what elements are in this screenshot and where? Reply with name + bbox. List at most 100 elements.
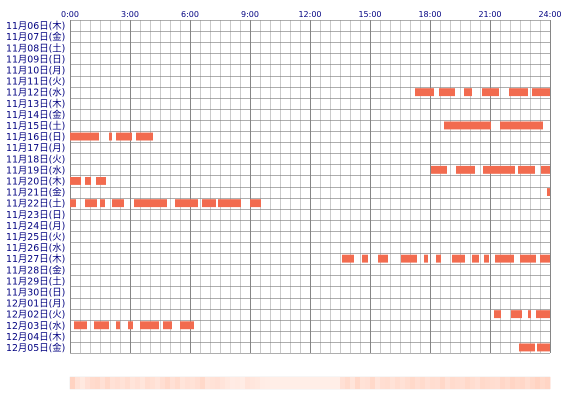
heatmap-cell <box>295 377 301 389</box>
heatmap-cell <box>100 377 106 389</box>
heatmap-cell <box>105 377 111 389</box>
activity-bar <box>85 177 91 185</box>
heatmap-cell <box>540 377 546 389</box>
activity-bars <box>70 88 550 352</box>
date-label: 11月08日(土) <box>6 42 65 54</box>
heatmap-cell <box>300 377 306 389</box>
activity-bar <box>482 88 499 97</box>
heatmap-cell <box>305 377 311 389</box>
date-label: 12月04日(木) <box>6 331 65 343</box>
heatmap-cell <box>240 377 246 389</box>
heatmap-cell <box>445 377 451 389</box>
heatmap-cell <box>110 377 116 389</box>
heatmap-cell <box>505 377 511 389</box>
heatmap-cell <box>205 377 211 389</box>
heatmap-cell <box>495 377 501 389</box>
heatmap-cell <box>260 377 266 389</box>
activity-bar <box>109 132 112 141</box>
activity-bar <box>518 165 535 174</box>
activity-bar <box>472 254 479 263</box>
heatmap-cell <box>285 377 291 389</box>
heatmap-cell <box>200 377 206 389</box>
heatmap-cell <box>410 377 416 389</box>
heatmap-cell <box>265 377 271 389</box>
heatmap-cell <box>345 377 351 389</box>
heatmap-cell <box>280 377 286 389</box>
time-tick-label: 0:00 <box>61 10 79 19</box>
heatmap-cell <box>235 377 241 389</box>
date-label: 11月09日(日) <box>6 54 65 65</box>
activity-bar <box>100 199 105 208</box>
activity-bar <box>218 199 241 208</box>
heatmap-cell <box>480 377 486 389</box>
heatmap-cell <box>460 377 466 389</box>
activity-bar <box>140 321 159 330</box>
time-tick-label: 24:00 <box>538 10 561 19</box>
heatmap-cell <box>80 377 86 389</box>
activity-bar <box>537 343 550 352</box>
heatmap-cell <box>70 377 76 389</box>
heatmap-cell <box>320 377 326 389</box>
heatmap-cell <box>140 377 146 389</box>
heatmap-cell <box>355 377 361 389</box>
heatmap-cell <box>545 377 551 389</box>
activity-bar <box>484 254 489 263</box>
activity-bar <box>456 165 475 174</box>
activity-bar <box>175 199 198 208</box>
heatmap-cell <box>270 377 276 389</box>
heatmap-cell <box>425 377 431 389</box>
activity-bar <box>436 254 441 263</box>
date-label: 11月24日(月) <box>6 221 65 232</box>
activity-bar <box>500 121 543 130</box>
date-label: 11月20日(木) <box>6 176 65 188</box>
heatmap-cell <box>500 377 506 389</box>
activity-bar <box>536 310 550 319</box>
heatmap-cell <box>370 377 376 389</box>
date-label: 11月30日(日) <box>6 288 65 299</box>
activity-bar <box>494 310 501 319</box>
heatmap-cell <box>380 377 386 389</box>
time-tick-label: 9:00 <box>241 10 259 19</box>
activity-bar <box>116 132 132 141</box>
heatmap-cell <box>430 377 436 389</box>
date-label: 11月17日(月) <box>6 143 65 154</box>
heatmap-cell <box>155 377 161 389</box>
activity-bar <box>116 321 120 330</box>
time-axis: 0:00 3:00 6:00 9:00 12:00 15:00 18:00 21:00 24:0… <box>61 10 562 19</box>
heatmap-cell <box>475 377 481 389</box>
activity-bar <box>180 321 194 330</box>
heatmap-cell <box>440 377 446 389</box>
heatmap-cell <box>120 377 126 389</box>
heatmap-cell <box>470 377 476 389</box>
time-tick-label: 15:00 <box>358 10 381 19</box>
activity-bar <box>547 188 550 196</box>
activity-bar <box>70 132 99 141</box>
heatmap-cell <box>385 377 391 389</box>
heatmap-cell <box>190 377 196 389</box>
heatmap-cell <box>390 377 396 389</box>
activity-bar <box>136 132 153 141</box>
heatmap-cell <box>180 377 186 389</box>
heatmap-cell <box>375 377 381 389</box>
date-label: 11月13日(木) <box>6 98 65 110</box>
heatmap-cell <box>535 377 541 389</box>
heatmap-cell <box>420 377 426 389</box>
activity-bar <box>378 254 388 263</box>
date-label: 12月05日(金) <box>6 342 65 354</box>
activity-bar <box>401 254 417 263</box>
heatmap-cell <box>95 377 101 389</box>
date-label: 11月25日(火) <box>6 232 65 243</box>
date-label: 11月10日(月) <box>6 66 65 77</box>
date-labels: 11月06日(木)11月07日(金)11月08日(土)11月09日(日)11月1… <box>6 20 65 354</box>
activity-bar <box>520 254 536 263</box>
activity-bar <box>511 310 522 319</box>
activity-bar <box>528 310 531 319</box>
heatmap-cell <box>245 377 251 389</box>
heatmap-cell <box>210 377 216 389</box>
date-label: 11月12日(水) <box>6 87 65 99</box>
activity-bar <box>112 199 124 208</box>
date-label: 11月26日(水) <box>6 242 65 254</box>
heatmap-cell <box>400 377 406 389</box>
activity-bar <box>452 254 465 263</box>
